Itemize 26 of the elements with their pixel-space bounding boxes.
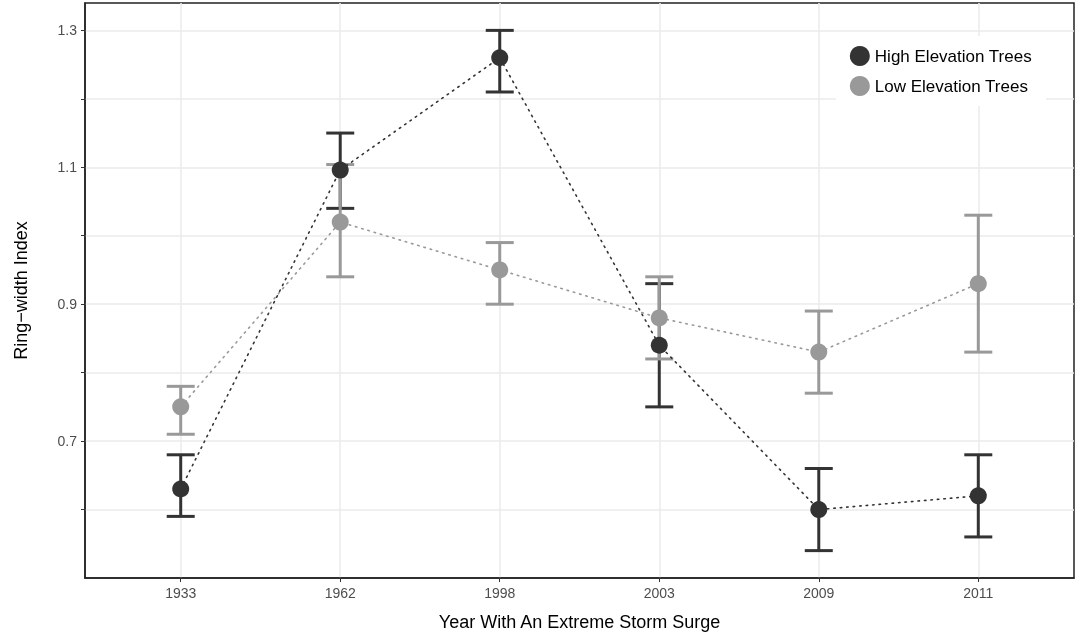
point [491,261,509,279]
point [969,487,987,505]
point [810,501,828,519]
y-tick-label: 0.7 [57,433,78,450]
legend-label: Low Elevation Trees [874,76,1028,96]
point [172,398,190,416]
point [491,49,509,67]
point [650,336,668,354]
point [331,213,349,231]
x-tick-label: 2009 [803,585,835,601]
y-axis-title: Ring−width Index [11,221,31,360]
y-tick-label: 0.9 [57,296,78,313]
x-tick-label: 2003 [643,585,676,601]
y-tick-label: 1.1 [57,159,78,176]
point [810,343,828,361]
x-axis-title: Year With An Extreme Storm Surge [438,612,721,632]
point [331,161,349,179]
x-tick-label: 2011 [963,585,994,601]
x-tick-label: 1933 [165,585,197,601]
point [650,309,668,327]
point [969,275,987,293]
y-tick-label: 1.3 [57,22,78,39]
legend-label: High Elevation Trees [874,46,1032,66]
point [172,480,190,498]
x-tick-label: 1962 [324,585,357,601]
x-tick-label: 1998 [484,585,516,601]
